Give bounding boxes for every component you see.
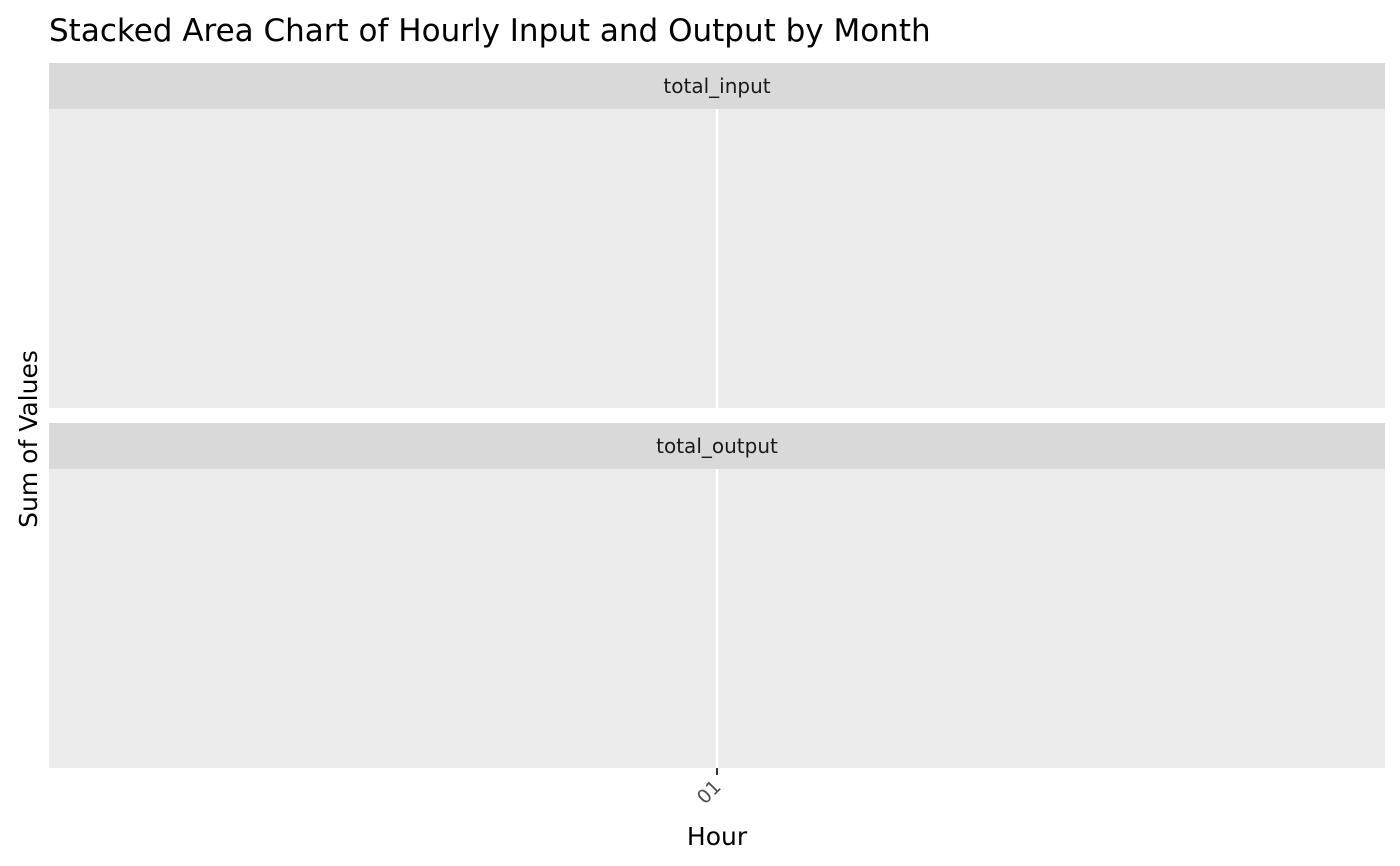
- facet-panels: total_input total_output: [49, 63, 1385, 768]
- facet-strip: [49, 63, 1385, 109]
- facet-panel-total_output: total_output: [49, 423, 1385, 768]
- facet-panel-total_input: total_input: [49, 63, 1385, 408]
- y-axis-title: Sum of Values: [14, 350, 43, 528]
- x-axis-ticks: 01: [693, 768, 726, 809]
- facet-strip-label: total_output: [656, 434, 778, 458]
- x-tick-label: 01: [693, 776, 726, 809]
- facet-strip: [49, 423, 1385, 469]
- chart-title: Stacked Area Chart of Hourly Input and O…: [49, 13, 931, 49]
- x-axis-title: Hour: [687, 822, 748, 851]
- facet-strip-label: total_input: [663, 74, 770, 98]
